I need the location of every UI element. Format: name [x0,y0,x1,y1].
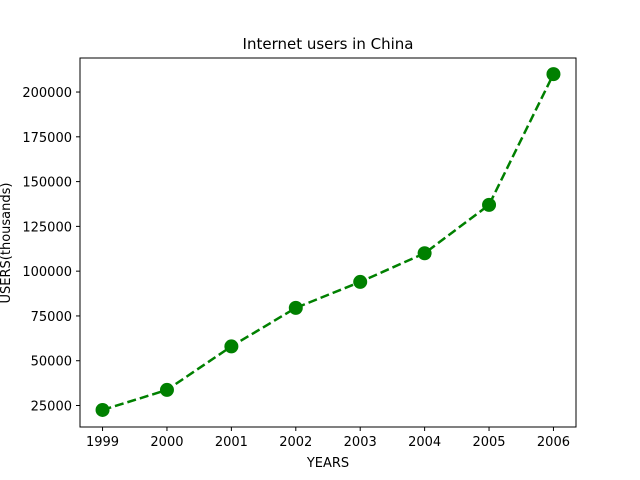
x-tick-label: 2005 [472,435,505,450]
x-tick-label: 2001 [215,435,248,450]
x-tick-label: 2000 [150,435,183,450]
data-point-marker [159,382,174,397]
data-point-marker [95,402,110,417]
x-tick-label: 2002 [279,435,312,450]
x-tick-label: 2003 [344,435,377,450]
y-tick-label: 125000 [22,220,72,235]
y-tick-label: 150000 [22,176,72,191]
x-axis-ticks: 1999 2000 2001 2002 2003 2004 2005 2006 [86,427,570,450]
y-axis-label: USERS(thousands) [0,183,14,304]
y-tick-label: 75000 [31,310,72,325]
y-tick-label: 200000 [22,86,72,101]
y-tick-label: 175000 [22,131,72,146]
data-point-marker [353,274,368,289]
x-tick-label: 2006 [537,435,570,450]
data-point-marker [417,246,432,261]
y-tick-label: 100000 [22,265,72,280]
series-line [102,73,555,412]
x-tick-label: 1999 [86,435,119,450]
x-tick-label: 2004 [408,435,441,450]
y-tick-label: 50000 [31,355,72,370]
data-point-marker [546,67,561,82]
data-point-marker [288,300,303,315]
y-tick-label: 25000 [31,400,72,415]
chart-title: Internet users in China [243,35,414,53]
x-axis-label: YEARS [306,456,349,471]
data-point-marker [224,339,239,354]
series-layer [95,67,561,417]
y-axis-ticks: 25000 50000 75000 100000 125000 150000 175000 2… [22,86,80,415]
plot-frame [79,57,577,428]
data-point-marker [482,197,497,212]
